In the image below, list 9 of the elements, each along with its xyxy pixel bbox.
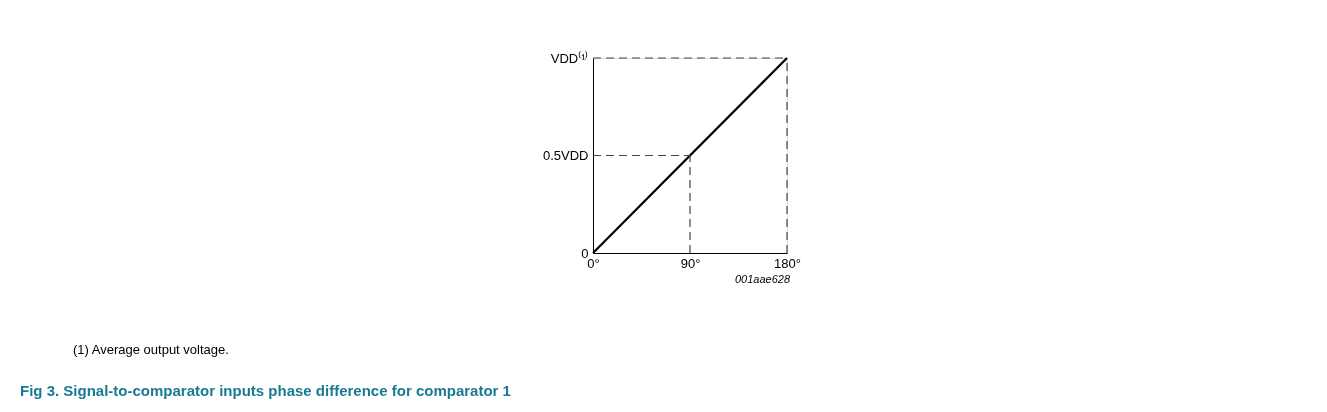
y-tick-label: 0.5VDD bbox=[542, 148, 589, 163]
text: (1) Average output voltage. bbox=[73, 342, 229, 357]
y-tick-label: 0 bbox=[581, 245, 589, 261]
x-tick-label: 180° bbox=[774, 255, 801, 271]
x-tick-label: 0° bbox=[587, 255, 600, 271]
x-tick-label: 90° bbox=[680, 255, 701, 271]
text: Fig 3. Signal-to-comparator inputs phase difference for comparator 1 bbox=[20, 382, 511, 399]
text: 001aae628 bbox=[735, 273, 791, 285]
y-tick-label: VDD⁽¹⁾ bbox=[550, 50, 589, 66]
